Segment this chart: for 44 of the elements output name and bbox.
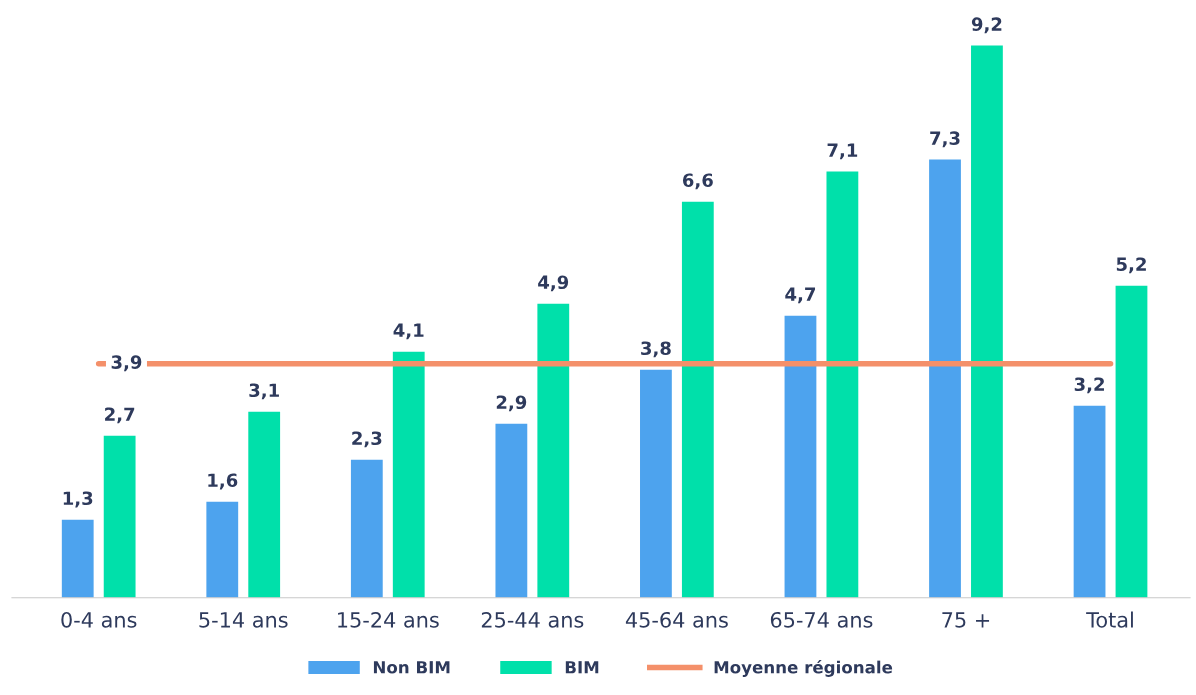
data-label: 3,8 (641, 341, 671, 358)
data-label: 1,3 (63, 491, 93, 508)
bar (392, 351, 425, 598)
bar (826, 171, 859, 598)
data-label: 6,6 (682, 173, 713, 190)
data-label: 1,6 (208, 473, 238, 490)
x-tick-label: 25-44 ans (481, 611, 584, 628)
bar (537, 303, 570, 598)
data-label: 4,7 (785, 287, 816, 304)
legend-label: BIM (565, 661, 599, 674)
data-label: 5,2 (1116, 257, 1146, 274)
data-label: 3,9 (111, 355, 142, 372)
bar (784, 315, 817, 598)
x-tick-label: Total (1086, 611, 1133, 628)
bar (495, 423, 528, 598)
data-label: 4,1 (393, 323, 424, 340)
bar (350, 459, 383, 598)
bar (681, 201, 714, 598)
data-label: 3,1 (249, 383, 279, 400)
legend-label: Moyenne régionale (714, 659, 893, 677)
data-label: 7,1 (827, 143, 858, 160)
bar (206, 501, 239, 598)
data-label: 2,3 (352, 431, 382, 448)
x-tick-label: 0-4 ans (61, 611, 137, 628)
bar (103, 435, 136, 598)
x-tick-label: 75 + (942, 612, 990, 628)
bar (640, 369, 672, 598)
data-label: 2,7 (105, 407, 135, 424)
bar (929, 159, 961, 598)
x-tick-label: 65-74 ans (770, 611, 873, 628)
bar (971, 45, 1003, 598)
x-tick-label: 15-24 ans (338, 611, 439, 628)
data-label: 4,9 (538, 275, 569, 292)
bar (1115, 285, 1148, 598)
bar (248, 411, 281, 598)
x-tick-label: 5-14 ans (199, 612, 288, 628)
data-label: 7,3 (930, 131, 960, 148)
data-label: 9,2 (971, 17, 1002, 34)
data-label: 3,2 (1074, 377, 1104, 394)
x-tick-label: 45-64 ans (625, 611, 728, 628)
bar (1073, 405, 1106, 598)
data-label: 2,9 (496, 395, 527, 412)
legend-label: Non BIM (373, 661, 450, 674)
bar (61, 519, 94, 598)
